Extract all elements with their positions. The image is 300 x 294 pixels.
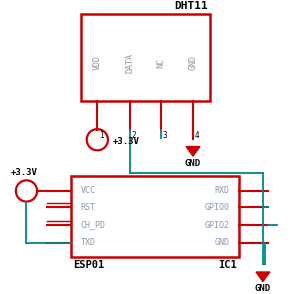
Text: GPIO0: GPIO0 [204, 203, 229, 212]
Text: VDD: VDD [93, 55, 102, 70]
Bar [71, 176, 239, 258]
Text: RST: RST [80, 203, 95, 212]
Text: GND: GND [185, 159, 201, 168]
Text: IC1: IC1 [218, 260, 237, 270]
Text: VCC: VCC [80, 186, 95, 196]
Text: +3.3V: +3.3V [11, 168, 38, 178]
Text: NC: NC [156, 58, 165, 68]
Text: GND: GND [255, 284, 271, 293]
Text: 3: 3 [163, 131, 167, 140]
Text: RXD: RXD [214, 186, 229, 196]
Text: 4: 4 [195, 131, 200, 140]
Text: +3.3V: +3.3V [113, 137, 140, 146]
Bar [80, 14, 210, 101]
Text: GPIO2: GPIO2 [204, 220, 229, 230]
Text: 1: 1 [99, 131, 104, 140]
Polygon shape [186, 146, 200, 156]
Text: GND: GND [188, 55, 197, 70]
Text: DHT11: DHT11 [174, 1, 208, 11]
Text: 2: 2 [132, 131, 136, 140]
Polygon shape [256, 272, 270, 282]
Text: TXD: TXD [80, 238, 95, 247]
Text: CH_PD: CH_PD [80, 220, 106, 230]
Text: DATA: DATA [125, 53, 134, 73]
Text: ESP01: ESP01 [73, 260, 104, 270]
Text: GND: GND [214, 238, 229, 247]
